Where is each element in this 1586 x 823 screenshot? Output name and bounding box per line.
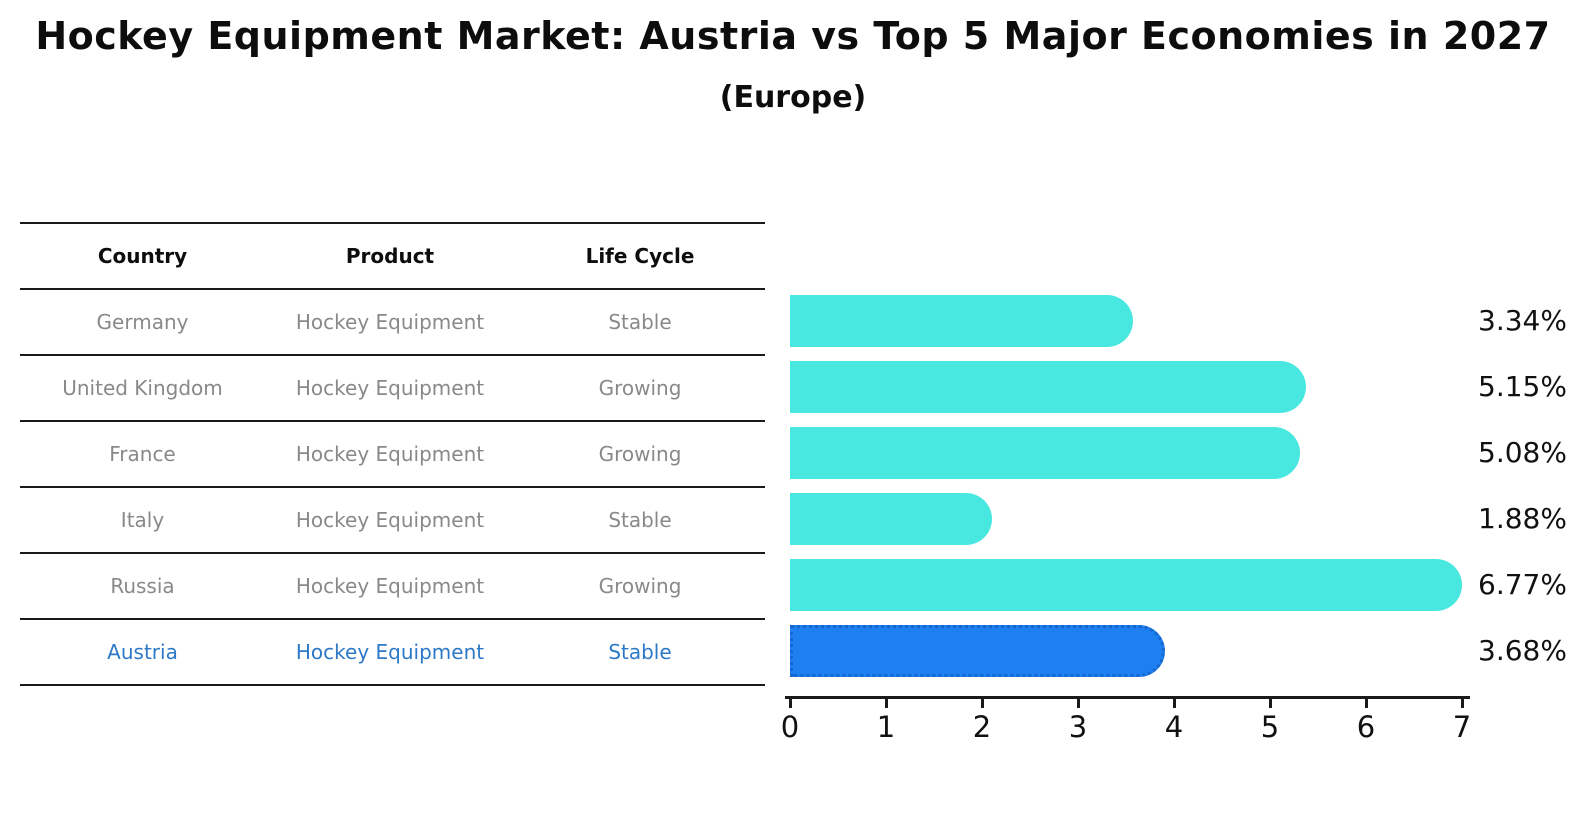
column-header-life-cycle: Life Cycle — [585, 244, 695, 268]
value-label-germany: 3.34% — [1478, 304, 1567, 337]
country-cell: United Kingdom — [62, 376, 223, 400]
product-cell: Hockey Equipment — [295, 574, 485, 598]
bar-italy — [790, 493, 993, 545]
bar-russia — [790, 559, 1462, 611]
x-tick-label-5: 5 — [1260, 710, 1280, 744]
product-cell: Hockey Equipment — [295, 508, 485, 532]
x-tick-mark-1 — [885, 699, 888, 708]
country-cell: Russia — [110, 574, 175, 598]
x-axis — [785, 696, 1470, 699]
table-row-germany: Germany Hockey Equipment Stable — [20, 288, 765, 354]
table-row-russia: Russia Hockey Equipment Growing — [20, 552, 765, 618]
product-cell: Hockey Equipment — [295, 310, 485, 334]
comparison-table: Country Product Life Cycle Germany Hockey… — [20, 222, 765, 686]
life-cycle-cell: Stable — [608, 508, 672, 532]
value-label-france: 5.08% — [1478, 436, 1567, 469]
x-tick-mark-7 — [1461, 699, 1464, 708]
value-label-italy: 1.88% — [1478, 502, 1567, 535]
table-row-france: France Hockey Equipment Growing — [20, 420, 765, 486]
x-tick-label-4: 4 — [1164, 710, 1184, 744]
column-header-product: Product — [345, 244, 435, 268]
life-cycle-cell: Stable — [608, 640, 672, 664]
bar-chart-plot-area — [790, 288, 1490, 684]
life-cycle-cell: Growing — [598, 376, 682, 400]
x-tick-label-6: 6 — [1356, 710, 1376, 744]
table-row-austria: Austria Hockey Equipment Stable — [20, 618, 765, 684]
x-tick-mark-3 — [1077, 699, 1080, 708]
x-tick-label-3: 3 — [1068, 710, 1088, 744]
life-cycle-cell: Growing — [598, 442, 682, 466]
x-tick-mark-6 — [1365, 699, 1368, 708]
product-cell: Hockey Equipment — [295, 376, 485, 400]
x-tick-label-1: 1 — [876, 710, 896, 744]
bar-germany — [790, 295, 1133, 347]
bar-austria — [790, 625, 1166, 677]
x-tick-label-0: 0 — [780, 710, 800, 744]
country-cell: Germany — [96, 310, 189, 334]
page-title: Hockey Equipment Market: Austria vs Top … — [35, 14, 1551, 58]
value-label-united-kingdom: 5.15% — [1478, 370, 1567, 403]
value-label-column: 3.34% 5.15% 5.08% 1.88% 6.77% 3.68% — [1478, 288, 1586, 684]
x-tick-mark-2 — [981, 699, 984, 708]
page-subtitle: (Europe) — [719, 80, 867, 115]
x-tick-mark-4 — [1173, 699, 1176, 708]
x-tick-label-2: 2 — [972, 710, 992, 744]
table-header-row: Country Product Life Cycle — [20, 222, 765, 288]
product-cell: Hockey Equipment — [295, 640, 485, 664]
country-cell: Italy — [120, 508, 165, 532]
life-cycle-cell: Stable — [608, 310, 672, 334]
life-cycle-cell: Growing — [598, 574, 682, 598]
country-cell: Austria — [107, 640, 178, 664]
table-row-italy: Italy Hockey Equipment Stable — [20, 486, 765, 552]
product-cell: Hockey Equipment — [295, 442, 485, 466]
bar-france — [790, 427, 1300, 479]
column-header-country: Country — [97, 244, 188, 268]
value-label-russia: 6.77% — [1478, 568, 1567, 601]
x-tick-mark-0 — [789, 699, 792, 708]
country-cell: France — [109, 442, 176, 466]
bar-united-kingdom — [790, 361, 1307, 413]
table-row-united-kingdom: United Kingdom Hockey Equipment Growing — [20, 354, 765, 420]
value-label-austria: 3.68% — [1478, 634, 1567, 667]
x-tick-label-7: 7 — [1452, 710, 1472, 744]
x-tick-mark-5 — [1269, 699, 1272, 708]
